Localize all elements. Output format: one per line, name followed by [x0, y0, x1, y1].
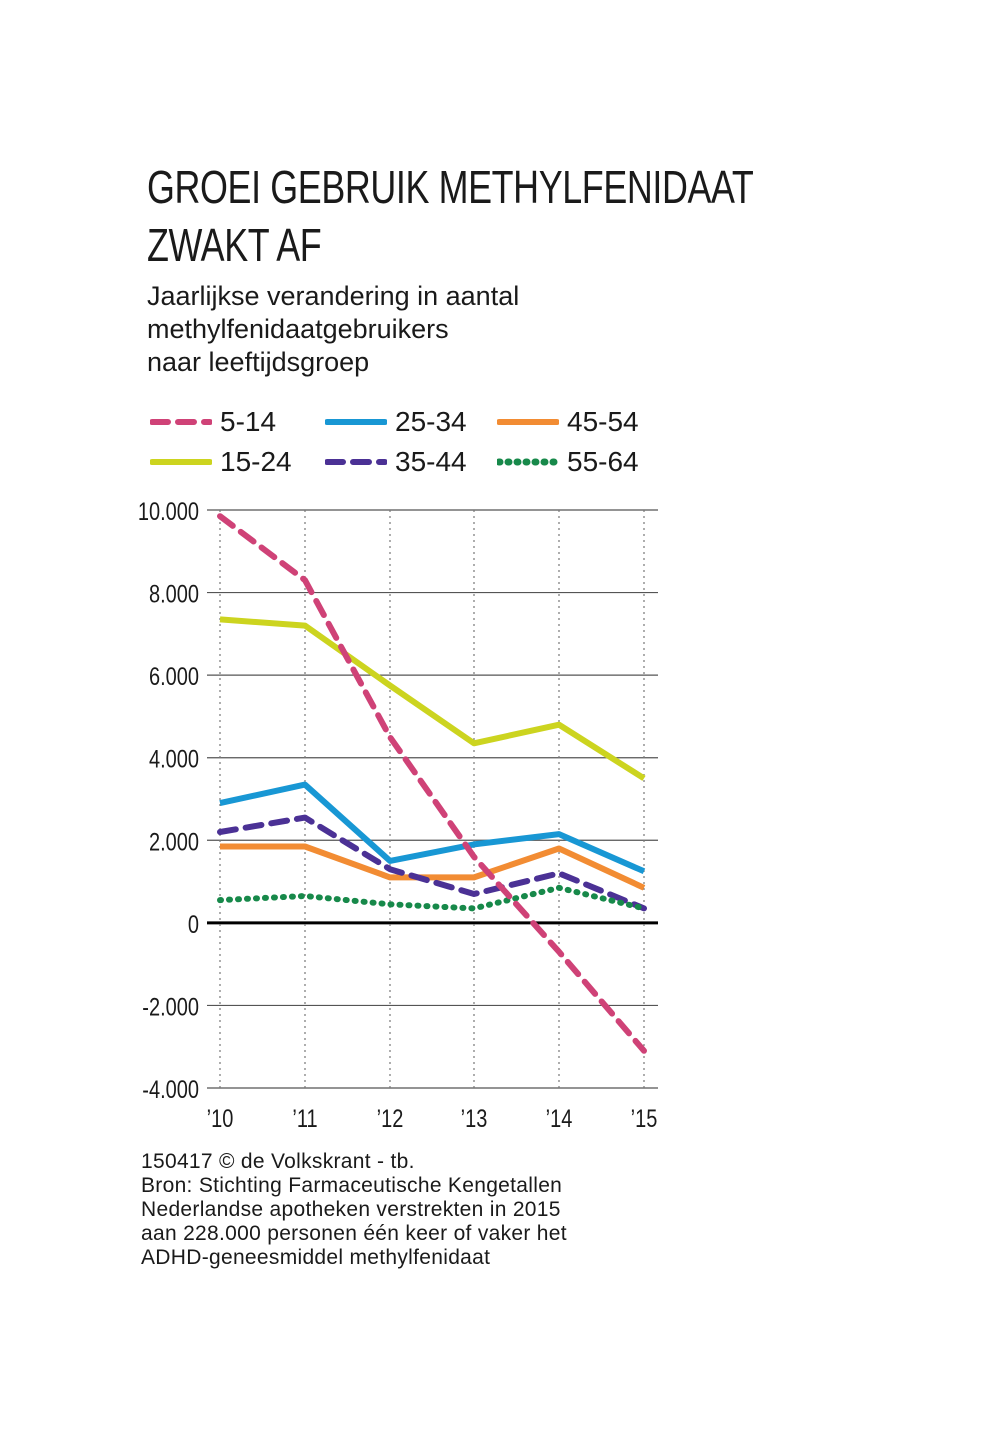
legend-label-5-14: 5-14	[220, 406, 277, 437]
footer-note-line-1: Nederlandse apotheken verstrekten in 201…	[141, 1198, 561, 1221]
x-tick-label: ’12	[377, 1105, 404, 1133]
line-chart: 10.000 8.000 6.000 4.000 2.000 0 -2.000 -4.000 ’…	[138, 498, 658, 1133]
x-tick-label: ’14	[546, 1105, 573, 1133]
series-line-55-64	[217, 884, 647, 912]
y-tick-label: 4.000	[149, 746, 199, 774]
chart-title: GROEI GEBRUIK METHYLFENIDAAT ZWAKT AF	[147, 158, 754, 274]
series-line-5-14	[217, 513, 647, 1054]
x-tick-label: ’15	[631, 1105, 658, 1133]
legend-item-15-24: 15-24	[150, 444, 292, 480]
y-tick-label: 10.000	[138, 498, 199, 526]
chart-title-line-1: GROEI GEBRUIK METHYLFENIDAAT	[147, 161, 754, 213]
y-tick-label: -4.000	[142, 1076, 199, 1104]
footer-source: Bron: Stichting Farmaceutische Kengetall…	[141, 1174, 563, 1197]
chart-footer: 150417 © de Volkskrant - tb. Bron: Stich…	[141, 1150, 701, 1270]
chart-title-line-2: ZWAKT AF	[147, 219, 322, 271]
series-line-25-34	[219, 781, 646, 875]
legend-label-55-64: 55-64	[567, 446, 639, 477]
chart-subtitle: Jaarlijkse verandering in aantal methylf…	[147, 280, 667, 379]
legend-item-5-14: 5-14	[150, 404, 276, 440]
legend-swatch-45-54	[497, 419, 559, 425]
legend-item-55-64: 55-64	[497, 444, 639, 480]
legend-swatch-25-34	[325, 419, 387, 425]
legend-swatch-55-64	[497, 458, 559, 466]
y-tick-label: -2.000	[142, 993, 199, 1021]
legend-swatch-35-44	[325, 459, 387, 465]
chart-legend: 5-14 15-24 25-34 35-44 45-54 55-64	[150, 404, 670, 484]
legend-label-25-34: 25-34	[395, 406, 467, 437]
legend-item-25-34: 25-34	[325, 404, 467, 440]
chart-subtitle-line-2: methylfenidaatgebruikers	[147, 314, 449, 344]
legend-label-15-24: 15-24	[220, 446, 292, 477]
legend-item-45-54: 45-54	[497, 404, 639, 440]
footer-note-line-3: ADHD-geneesmiddel methylfenidaat	[141, 1246, 491, 1269]
legend-label-35-44: 35-44	[395, 446, 467, 477]
legend-item-35-44: 35-44	[325, 444, 467, 480]
legend-label-45-54: 45-54	[567, 406, 639, 437]
x-tick-label: ’13	[461, 1105, 488, 1133]
footer-credit: 150417 © de Volkskrant - tb.	[141, 1150, 415, 1173]
series-line-35-44	[217, 814, 647, 912]
chart-subtitle-line-3: naar leeftijdsgroep	[147, 347, 370, 377]
y-tick-label: 8.000	[149, 580, 199, 608]
x-tick-label: ’11	[292, 1105, 317, 1133]
legend-swatch-15-24	[150, 459, 212, 465]
legend-swatch-5-14	[150, 419, 212, 425]
y-tick-label: 0	[188, 911, 199, 939]
series-line-15-24	[219, 616, 646, 781]
footer-note-line-2: aan 228.000 personen één keer of vaker h…	[141, 1222, 567, 1245]
chart-subtitle-line-1: Jaarlijkse verandering in aantal	[147, 281, 520, 311]
y-tick-label: 2.000	[149, 828, 199, 856]
series-line-45-54	[220, 843, 646, 891]
x-tick-label: ’10	[207, 1105, 234, 1133]
y-tick-label: 6.000	[149, 663, 199, 691]
